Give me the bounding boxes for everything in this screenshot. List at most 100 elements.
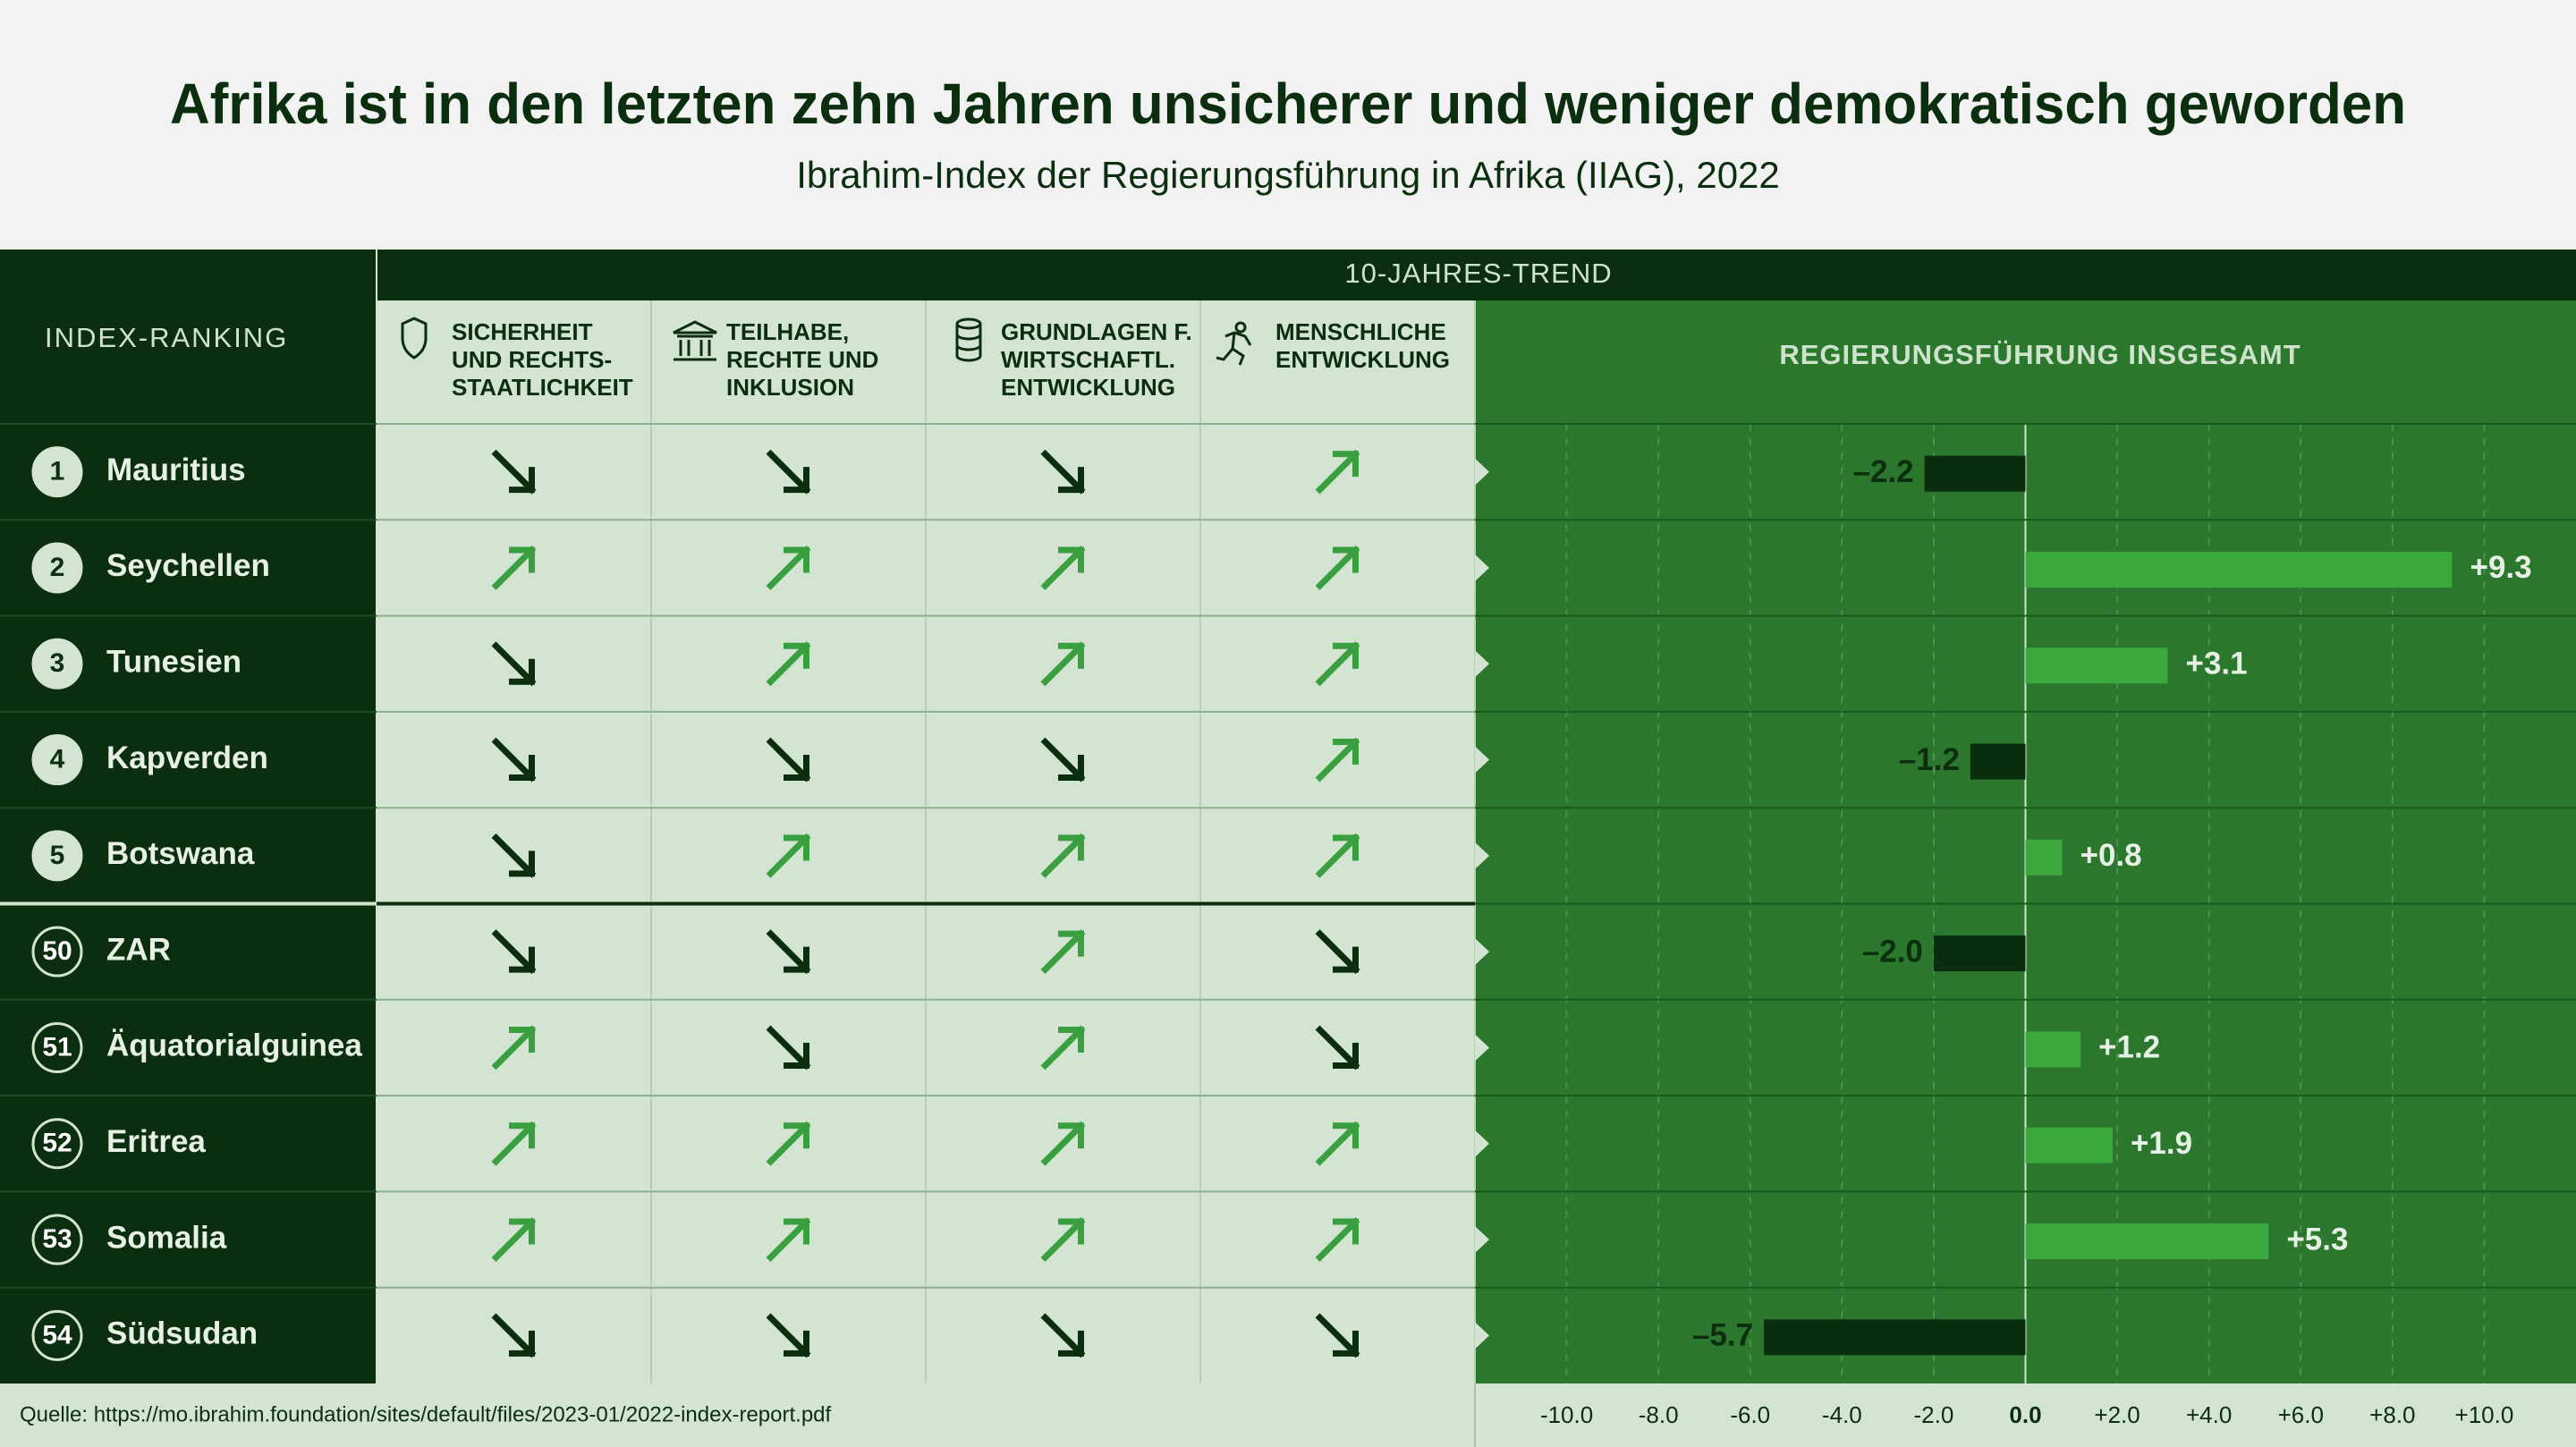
rank-badge xyxy=(31,1309,83,1361)
x-tick-label: +2.0 xyxy=(2094,1401,2140,1428)
x-tick-label: +8.0 xyxy=(2369,1401,2415,1428)
footer-bg xyxy=(0,1384,2576,1447)
rank-number: 3 xyxy=(50,648,65,678)
column-header: GRUNDLAGEN F. xyxy=(1001,318,1192,345)
column-header: RECHTE UND xyxy=(726,346,878,373)
trend-up-arrow xyxy=(491,546,537,590)
group-label: 10-JAHRES-TREND xyxy=(1344,258,1612,289)
source: Quelle: https://mo.ibrahim.foundation/si… xyxy=(20,1402,832,1426)
trend-down-arrow xyxy=(1040,737,1086,783)
trend-down-arrow xyxy=(491,737,537,783)
trend-down-arrow xyxy=(491,833,537,878)
trend-up-arrow xyxy=(1040,833,1086,878)
title: Afrika ist in den letzten zehn Jahren un… xyxy=(170,72,2406,136)
trend-down-arrow xyxy=(1315,1313,1360,1358)
trend-up-arrow xyxy=(1040,1217,1086,1262)
row-notch xyxy=(1475,1226,1489,1254)
trend-down-arrow xyxy=(491,929,537,975)
trend-up-arrow xyxy=(766,641,811,687)
rank-number: 51 xyxy=(42,1032,72,1062)
trend-up-arrow xyxy=(766,833,811,878)
x-tick-label: -10.0 xyxy=(1540,1401,1593,1428)
subtitle: Ibrahim-Index der Regierungsführung in A… xyxy=(796,154,1780,196)
x-tick-label: +4.0 xyxy=(2186,1401,2232,1428)
rank-badge xyxy=(31,542,83,594)
value-label: +1.2 xyxy=(2098,1030,2160,1065)
trend-down-arrow xyxy=(491,449,537,495)
bar xyxy=(2025,1223,2269,1260)
value-label: +1.9 xyxy=(2131,1126,2192,1161)
trend-down-arrow xyxy=(491,641,537,687)
institution-icon xyxy=(673,320,717,361)
header-bg xyxy=(0,0,2576,250)
row-notch xyxy=(1475,1130,1489,1157)
country-name: ZAR xyxy=(106,932,171,967)
trend-up-arrow xyxy=(766,1217,811,1262)
trend-down-arrow xyxy=(766,929,811,975)
trend-up-arrow xyxy=(766,546,811,590)
column-header: ENTWICKLUNG xyxy=(1275,346,1450,373)
trend-up-arrow xyxy=(1040,1121,1086,1166)
trend-down-arrow xyxy=(1040,1313,1086,1358)
x-tick-label: 0.0 xyxy=(2009,1401,2041,1428)
bar xyxy=(2025,1127,2113,1164)
value-label: +5.3 xyxy=(2286,1222,2348,1257)
row-notch xyxy=(1475,746,1489,774)
rank-number: 50 xyxy=(42,936,72,966)
trend-down-arrow xyxy=(766,1025,811,1070)
x-tick-label: -8.0 xyxy=(1639,1401,1679,1428)
column-header: UND RECHTS- xyxy=(452,346,612,373)
country-name: Äquatorialguinea xyxy=(106,1028,362,1063)
group-header-bg xyxy=(377,250,2576,300)
bar xyxy=(1970,743,2026,780)
country-name: Seychellen xyxy=(106,548,270,583)
trend-up-arrow xyxy=(1040,546,1086,590)
bar xyxy=(2025,551,2453,588)
column-header: ENTWICKLUNG xyxy=(1001,374,1175,401)
country-name: Eritrea xyxy=(106,1124,206,1159)
runner-icon xyxy=(1216,321,1252,366)
row-notch xyxy=(1475,554,1489,581)
bar xyxy=(1764,1319,2026,1356)
rank-number: 54 xyxy=(42,1320,72,1350)
value-label: –2.0 xyxy=(1862,934,1923,969)
x-tick-label: -2.0 xyxy=(1914,1401,1954,1428)
column-header: TEILHABE, xyxy=(726,318,849,345)
rank-badge xyxy=(31,1214,83,1265)
value-label: –2.2 xyxy=(1853,454,1914,489)
shield-icon xyxy=(401,317,428,360)
bar xyxy=(2025,1031,2081,1068)
rank-header: INDEX-RANKING xyxy=(45,322,288,353)
trend-up-arrow xyxy=(1040,929,1086,975)
row-notch xyxy=(1475,938,1489,966)
x-tick-label: +6.0 xyxy=(2278,1401,2324,1428)
rank-number: 4 xyxy=(50,744,65,774)
x-tick-label: -4.0 xyxy=(1822,1401,1862,1428)
chart-title: REGIERUNGSFÜHRUNG INSGESAMT xyxy=(1779,339,2301,370)
icons xyxy=(401,317,1252,366)
value-label: +0.8 xyxy=(2080,838,2142,873)
trend-down-arrow xyxy=(1315,929,1360,975)
rank-number: 2 xyxy=(50,553,65,582)
rank-badge xyxy=(31,1118,83,1170)
bar xyxy=(2025,839,2063,876)
trend-up-arrow xyxy=(1040,1025,1086,1070)
trend-up-arrow xyxy=(766,1121,811,1166)
trend-up-arrow xyxy=(1315,1217,1360,1262)
trend-up-arrow xyxy=(491,1025,537,1070)
country-name: Somalia xyxy=(106,1220,227,1255)
column-header: STAATLICHKEIT xyxy=(452,374,633,401)
trend-up-arrow xyxy=(491,1217,537,1262)
trend-up-arrow xyxy=(1040,641,1086,687)
column-header: INKLUSION xyxy=(726,374,854,401)
trend-up-arrow xyxy=(1315,641,1360,687)
trend-down-arrow xyxy=(766,737,811,783)
value-label: +3.1 xyxy=(2186,647,2248,681)
value-label: +9.3 xyxy=(2470,550,2532,585)
row-notch xyxy=(1475,842,1489,869)
trend-up-arrow xyxy=(1315,1121,1360,1166)
row-notch xyxy=(1475,1322,1489,1350)
rank-badge xyxy=(31,926,83,977)
